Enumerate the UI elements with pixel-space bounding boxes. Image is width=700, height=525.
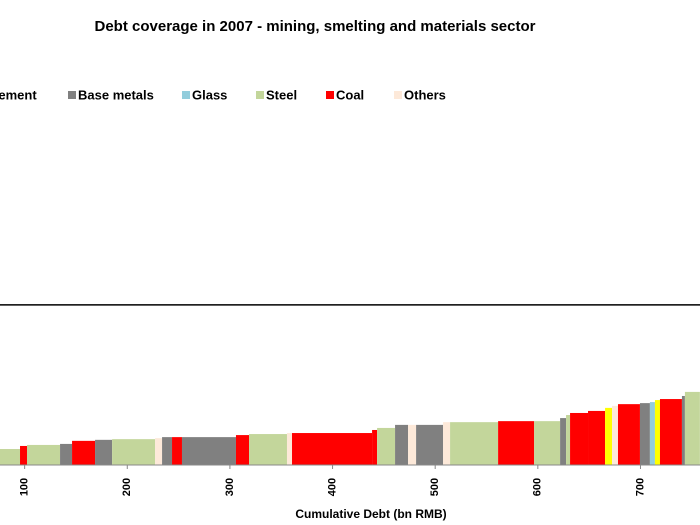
bar [72,440,96,465]
bar [639,403,650,465]
legend-label: Base metals [78,87,154,102]
bar [377,427,396,465]
legend-marker [182,91,190,99]
bar [416,424,444,465]
bar [654,400,660,465]
x-tick-label: 500 [429,478,441,496]
bar [566,415,571,465]
bar [443,422,451,465]
bar [498,421,535,465]
bar [372,429,378,465]
bar [26,444,61,465]
bar [112,439,156,465]
bar [570,412,589,465]
x-tick-label: 600 [532,478,544,496]
bar [292,433,373,465]
x-tick-label: 400 [326,478,338,496]
bar [286,433,293,465]
bar [155,438,163,465]
bar [612,405,618,465]
bar [235,435,250,465]
bar [534,421,561,465]
legend-marker [68,91,76,99]
legend-marker [256,91,264,99]
bar [181,437,236,465]
legend-label: Others [404,87,446,102]
bar [0,449,21,465]
bar [605,407,613,465]
chart-title: Debt coverage in 2007 - mining, smelting… [95,18,536,35]
legend-marker [394,91,402,99]
bar [450,422,499,465]
bar [395,424,409,465]
bar [649,402,655,465]
bar [681,395,685,465]
bar [588,410,606,465]
bar [617,404,640,465]
legend-label: Coal [336,87,364,102]
bar [684,391,700,465]
legend-marker [326,91,334,99]
x-tick-label: 200 [121,478,133,496]
bar [95,439,113,465]
bar [560,418,567,465]
bar [172,437,182,465]
legend-label: Glass [192,87,227,102]
bar [20,445,27,465]
x-tick-label: 300 [224,478,236,496]
bar [249,434,287,465]
legend-label: Steel [266,87,297,102]
bar [60,443,73,465]
bar [408,424,417,465]
x-tick-label: 700 [634,478,646,496]
x-axis-label: Cumulative Debt (bn RMB) [295,507,446,521]
bar [659,399,682,465]
bar [162,437,173,465]
x-tick-label: 100 [19,478,31,496]
legend-label: Cement [0,87,37,102]
